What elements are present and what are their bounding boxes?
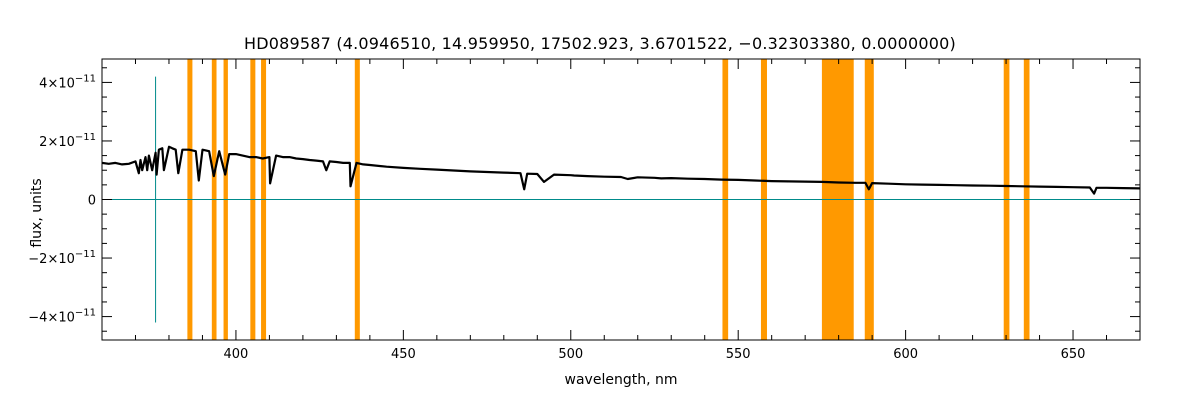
x-tick-label: 450 [391, 347, 416, 362]
x-tick-label: 550 [726, 347, 751, 362]
y-tick-label: −2×10−11 [28, 249, 96, 267]
spectrum-line [101, 145, 1141, 195]
y-tick-label: 2×10−11 [39, 132, 96, 150]
x-tick-label: 500 [558, 347, 583, 362]
y-tick-label: −4×10−11 [28, 308, 96, 326]
x-tick-label: 400 [224, 347, 249, 362]
x-axis-label: wavelength, nm [564, 372, 678, 388]
y-tick-label: 0 [88, 194, 96, 209]
x-tick-label: 600 [893, 347, 918, 362]
y-axis-label: flux, units [29, 178, 45, 248]
x-tick-label: 650 [1061, 347, 1086, 362]
chart-title: HD089587 (4.0946510, 14.959950, 17502.92… [244, 34, 956, 53]
y-tick-label: 4×10−11 [39, 73, 96, 91]
